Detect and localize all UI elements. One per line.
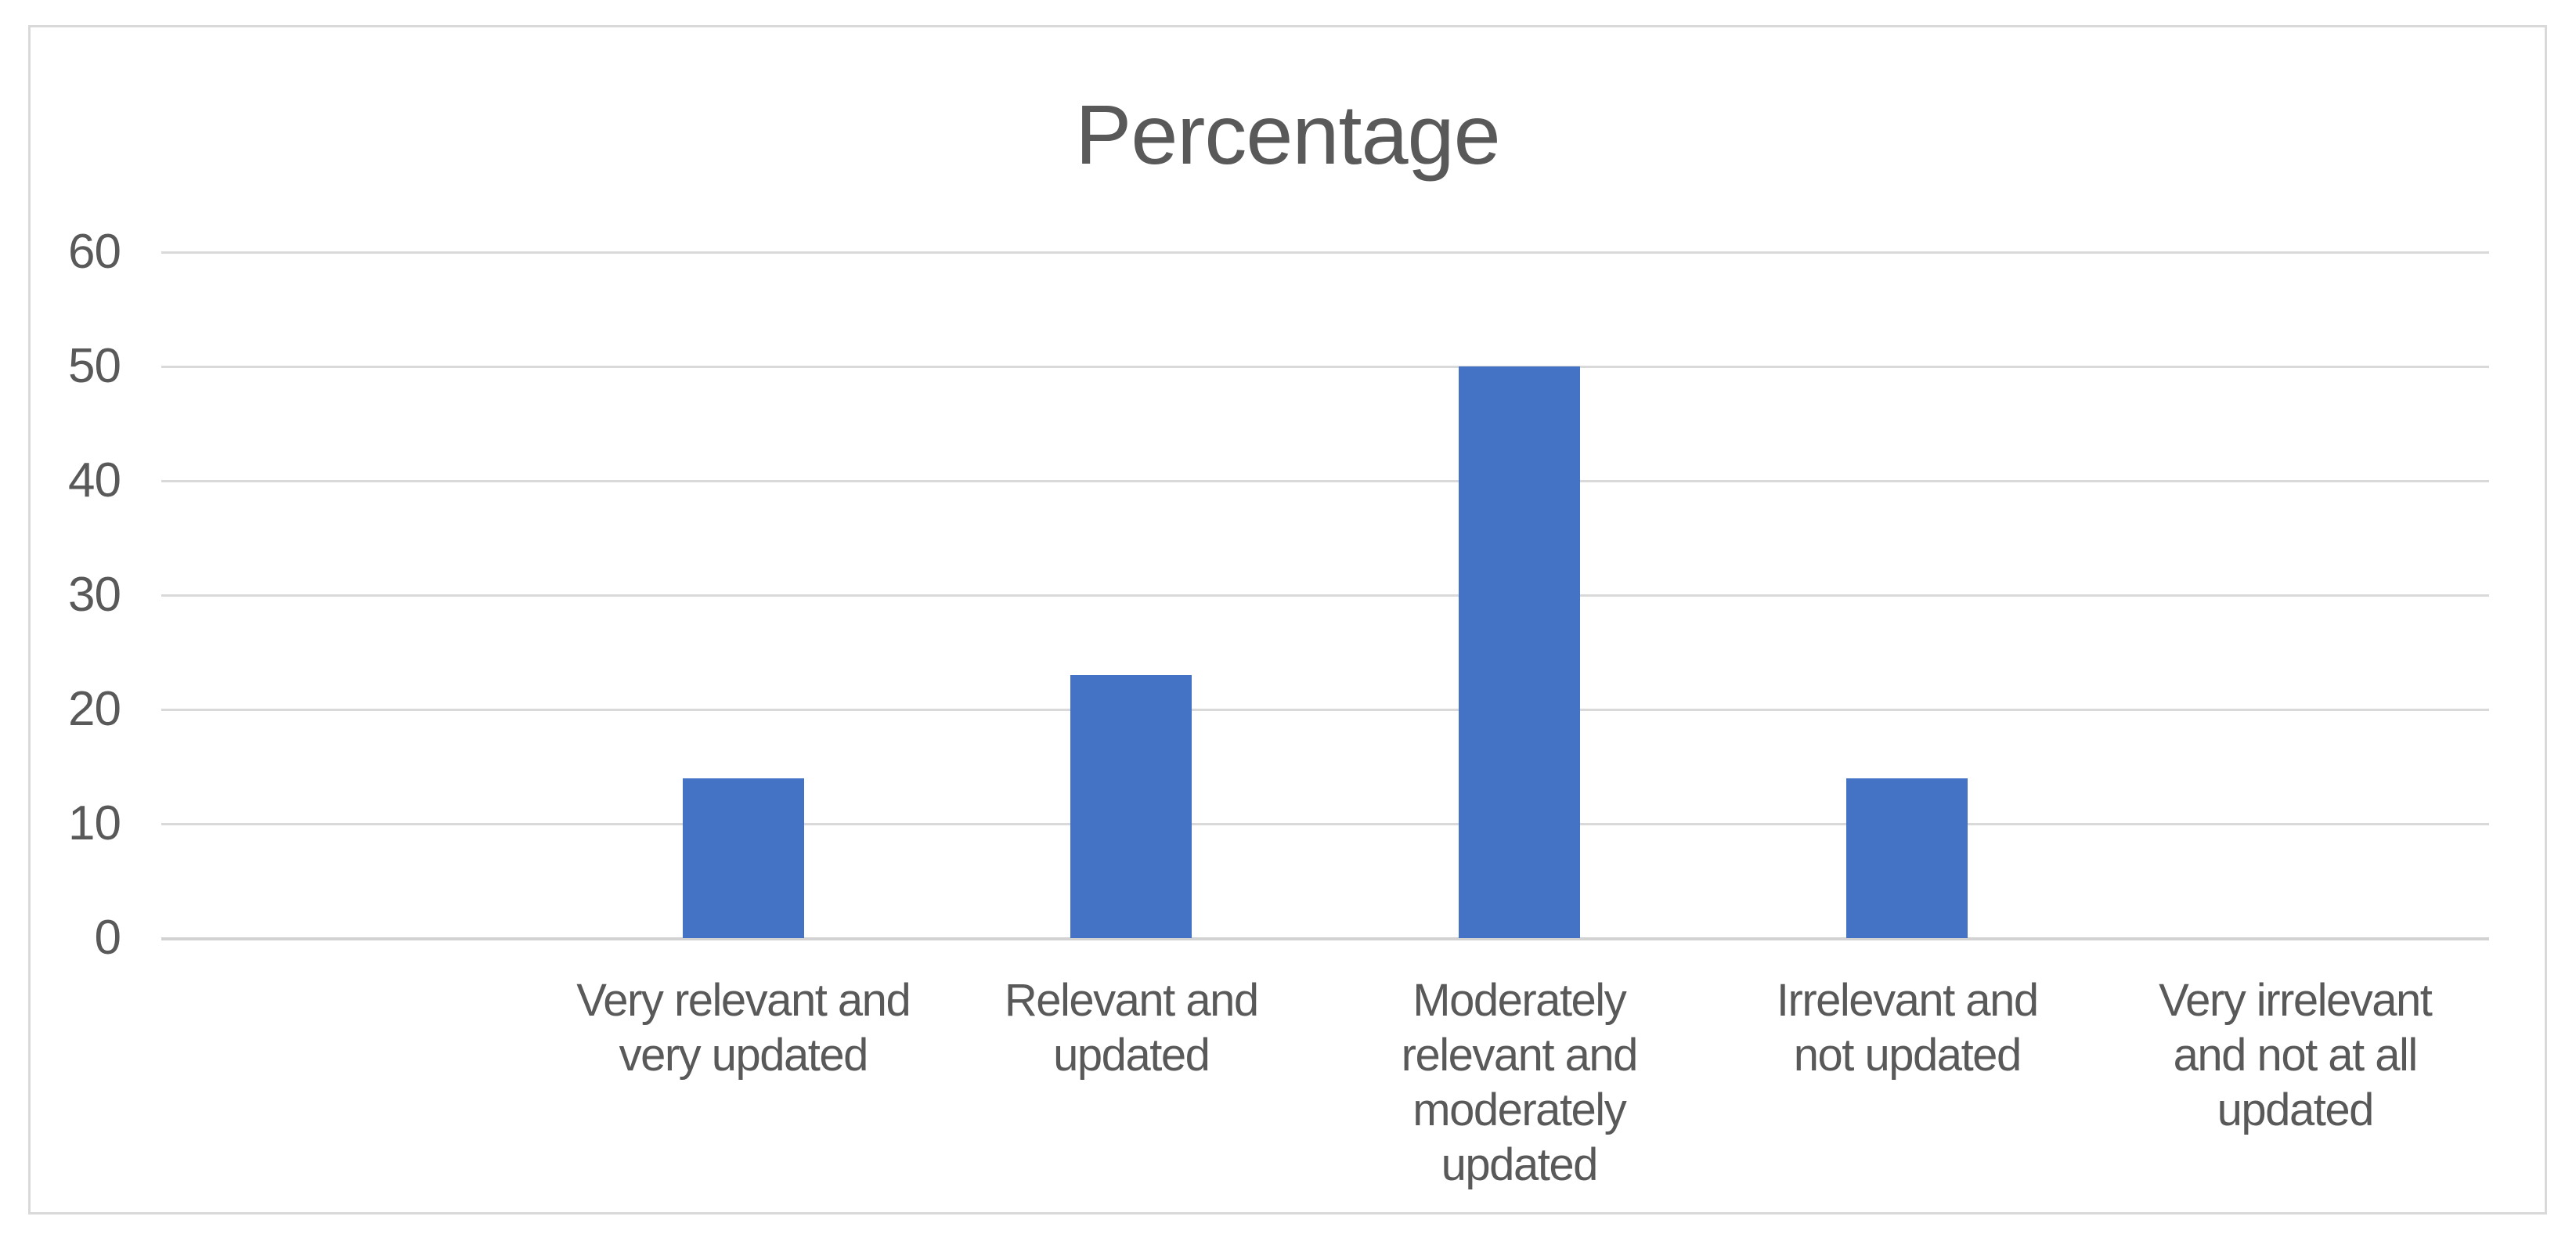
y-tick-label-0: 0: [94, 911, 121, 965]
bar-2: [1070, 675, 1192, 938]
y-tick-label-10: 10: [68, 796, 121, 850]
x-category-label-5: Very irrelevant and not at all updated: [2159, 975, 2433, 1135]
bar-1: [682, 778, 804, 938]
gridline-40: [161, 480, 2489, 482]
gridline-30: [161, 594, 2489, 597]
gridline-20: [161, 709, 2489, 711]
x-category-label-4: Irrelevant and not updated: [1776, 975, 2039, 1081]
chart-frame: Percentage 0 10 20 30 40 50 60 Very relevant an…: [28, 25, 2547, 1215]
x-axis-line: [161, 937, 2489, 940]
plot-area: [161, 251, 2489, 940]
y-tick-label-30: 30: [68, 568, 121, 622]
y-tick-label-60: 60: [68, 225, 121, 279]
x-category-label-1: Very relevant and very updated: [576, 975, 911, 1081]
x-category-label-2: Relevant and updated: [1004, 975, 1259, 1081]
gridline-60: [161, 251, 2489, 254]
gridline-10: [161, 823, 2489, 825]
y-tick-label-20: 20: [68, 682, 121, 736]
y-tick-label-50: 50: [68, 339, 121, 393]
x-category-label-3: Moderately relevant and moderately updat…: [1401, 975, 1639, 1190]
bar-4: [1846, 778, 1968, 938]
chart-title: Percentage: [1075, 87, 1500, 182]
bar-3: [1458, 366, 1580, 938]
y-tick-label-40: 40: [68, 453, 121, 507]
gridline-50: [161, 366, 2489, 368]
